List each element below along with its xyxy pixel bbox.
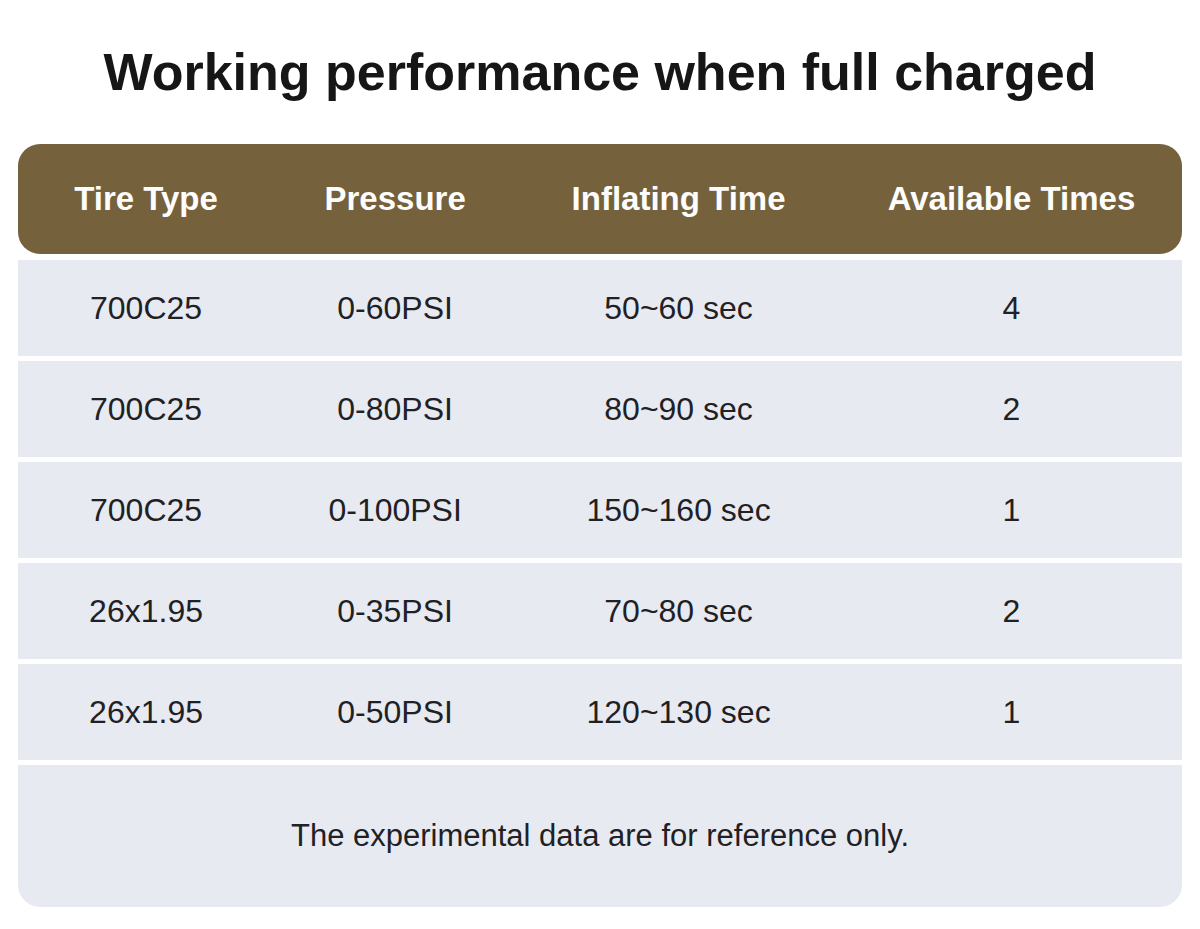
reference-note: The experimental data are for reference …	[291, 818, 909, 854]
column-header-pressure: Pressure	[274, 180, 516, 218]
table-header-row: Tire Type Pressure Inflating Time Availa…	[18, 144, 1182, 254]
infographic-page: Working performance when full charged Ti…	[0, 0, 1200, 929]
column-header-available-times: Available Times	[841, 180, 1182, 218]
cell-tire-type: 700C25	[18, 391, 274, 428]
cell-pressure: 0-80PSI	[274, 391, 516, 428]
table-row: 26x1.95 0-35PSI 70~80 sec 2	[18, 563, 1182, 659]
column-header-tire-type: Tire Type	[18, 180, 274, 218]
cell-tire-type: 700C25	[18, 492, 274, 529]
table-row: 700C25 0-80PSI 80~90 sec 2	[18, 361, 1182, 457]
cell-pressure: 0-100PSI	[274, 492, 516, 529]
cell-available-times: 1	[841, 694, 1182, 731]
cell-available-times: 2	[841, 593, 1182, 630]
cell-tire-type: 26x1.95	[18, 694, 274, 731]
column-header-inflating-time: Inflating Time	[516, 180, 841, 218]
page-title: Working performance when full charged	[0, 42, 1200, 102]
table-row: 700C25 0-60PSI 50~60 sec 4	[18, 260, 1182, 356]
table-row: 26x1.95 0-50PSI 120~130 sec 1	[18, 664, 1182, 760]
cell-available-times: 2	[841, 391, 1182, 428]
cell-inflating-time: 50~60 sec	[516, 290, 841, 327]
cell-pressure: 0-50PSI	[274, 694, 516, 731]
cell-tire-type: 700C25	[18, 290, 274, 327]
cell-inflating-time: 80~90 sec	[516, 391, 841, 428]
cell-inflating-time: 150~160 sec	[516, 492, 841, 529]
cell-available-times: 4	[841, 290, 1182, 327]
table-footer-row: The experimental data are for reference …	[18, 765, 1182, 907]
cell-pressure: 0-35PSI	[274, 593, 516, 630]
performance-table: Tire Type Pressure Inflating Time Availa…	[18, 144, 1182, 907]
cell-tire-type: 26x1.95	[18, 593, 274, 630]
cell-inflating-time: 120~130 sec	[516, 694, 841, 731]
cell-pressure: 0-60PSI	[274, 290, 516, 327]
cell-available-times: 1	[841, 492, 1182, 529]
cell-inflating-time: 70~80 sec	[516, 593, 841, 630]
table-row: 700C25 0-100PSI 150~160 sec 1	[18, 462, 1182, 558]
